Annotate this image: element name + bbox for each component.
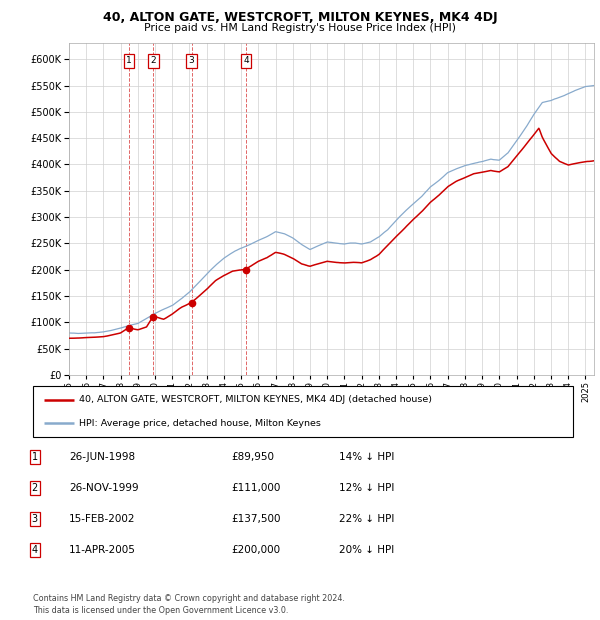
- Text: 22% ↓ HPI: 22% ↓ HPI: [339, 514, 394, 524]
- FancyBboxPatch shape: [33, 386, 573, 437]
- Text: 26-NOV-1999: 26-NOV-1999: [69, 483, 139, 493]
- Text: 3: 3: [188, 56, 194, 65]
- Text: £200,000: £200,000: [231, 545, 280, 555]
- Text: 4: 4: [243, 56, 249, 65]
- Text: £89,950: £89,950: [231, 452, 274, 462]
- Text: 1: 1: [126, 56, 132, 65]
- Text: HPI: Average price, detached house, Milton Keynes: HPI: Average price, detached house, Milt…: [79, 419, 321, 428]
- Text: 1: 1: [32, 452, 38, 462]
- Text: 15-FEB-2002: 15-FEB-2002: [69, 514, 136, 524]
- Text: Contains HM Land Registry data © Crown copyright and database right 2024.
This d: Contains HM Land Registry data © Crown c…: [33, 594, 345, 615]
- Text: £137,500: £137,500: [231, 514, 281, 524]
- Text: 4: 4: [32, 545, 38, 555]
- Text: 2: 2: [32, 483, 38, 493]
- Text: Price paid vs. HM Land Registry's House Price Index (HPI): Price paid vs. HM Land Registry's House …: [144, 23, 456, 33]
- Text: 11-APR-2005: 11-APR-2005: [69, 545, 136, 555]
- Text: 40, ALTON GATE, WESTCROFT, MILTON KEYNES, MK4 4DJ (detached house): 40, ALTON GATE, WESTCROFT, MILTON KEYNES…: [79, 396, 432, 404]
- Text: 20% ↓ HPI: 20% ↓ HPI: [339, 545, 394, 555]
- Text: 2: 2: [151, 56, 156, 65]
- Text: 12% ↓ HPI: 12% ↓ HPI: [339, 483, 394, 493]
- Text: 3: 3: [32, 514, 38, 524]
- Text: £111,000: £111,000: [231, 483, 280, 493]
- Text: 40, ALTON GATE, WESTCROFT, MILTON KEYNES, MK4 4DJ: 40, ALTON GATE, WESTCROFT, MILTON KEYNES…: [103, 11, 497, 24]
- Text: 14% ↓ HPI: 14% ↓ HPI: [339, 452, 394, 462]
- Text: 26-JUN-1998: 26-JUN-1998: [69, 452, 135, 462]
